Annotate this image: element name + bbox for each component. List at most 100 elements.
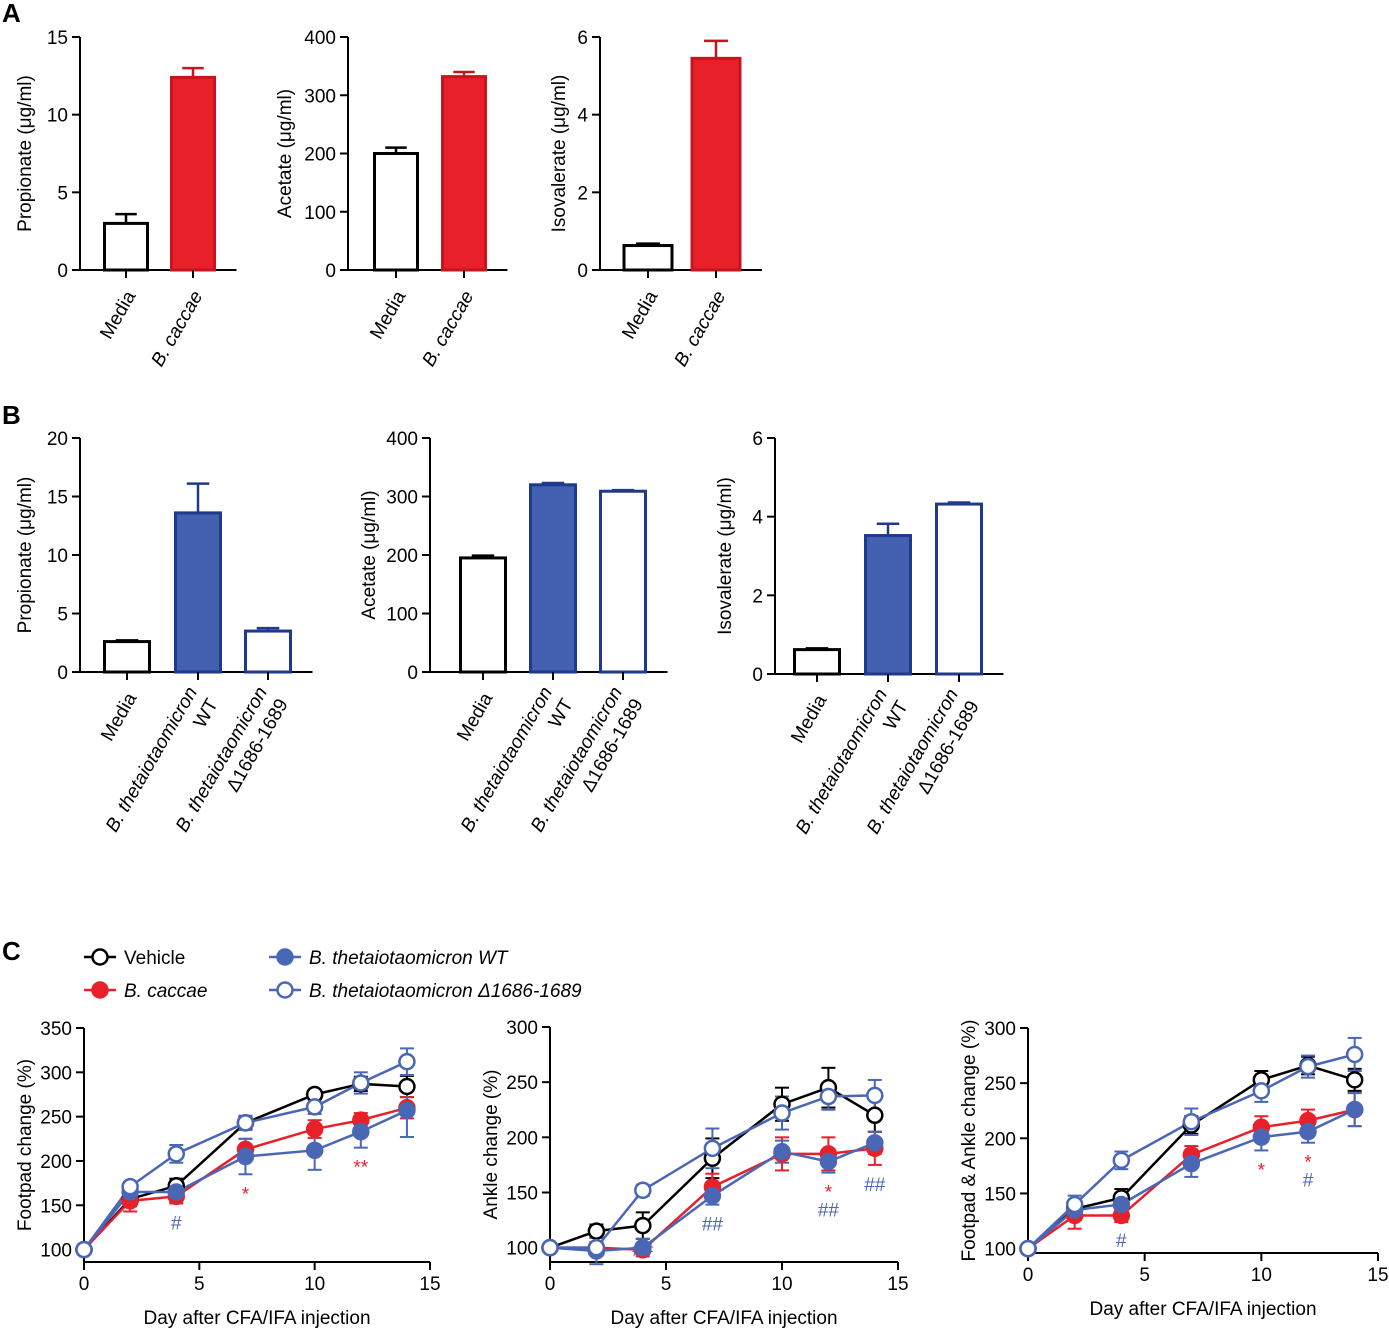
y-tick-label: 2 xyxy=(752,586,763,607)
marker xyxy=(167,1183,186,1201)
x-tick-label: 0 xyxy=(79,1274,90,1295)
y-tick-label: 4 xyxy=(752,508,763,529)
y-axis-label: Acetate (μg/ml) xyxy=(359,490,380,619)
x-tick-label: 0 xyxy=(1023,1265,1034,1286)
x-tick-label: B. caccae xyxy=(418,288,478,371)
x-tick-label: 15 xyxy=(887,1274,908,1295)
y-axis-label: Propionate (μg/ml) xyxy=(15,75,36,232)
marker xyxy=(1065,1195,1084,1214)
y-tick-label: 300 xyxy=(386,488,418,509)
y-tick-label: 0 xyxy=(57,261,68,282)
marker xyxy=(1112,1195,1131,1214)
y-tick-label: 0 xyxy=(752,665,763,686)
marker xyxy=(1252,1128,1271,1146)
annotation: # xyxy=(1116,1231,1127,1252)
y-tick-label: 10 xyxy=(47,106,68,127)
y-tick-label: 100 xyxy=(40,1241,72,1262)
y-tick-label: 6 xyxy=(577,28,588,49)
x-tick-label-line: Media xyxy=(453,689,497,745)
y-tick-label: 6 xyxy=(752,429,763,450)
marker xyxy=(1345,1071,1364,1089)
marker xyxy=(1112,1151,1131,1170)
marker xyxy=(703,1187,722,1205)
marker xyxy=(634,1181,652,1200)
marker xyxy=(398,1077,416,1096)
marker xyxy=(1252,1082,1271,1100)
y-axis-label: Ankle change (%) xyxy=(481,1070,502,1220)
marker xyxy=(634,1216,652,1235)
x-tick-label: Media xyxy=(618,287,662,343)
x-tick-label: 10 xyxy=(771,1274,792,1295)
annotation: * xyxy=(1258,1160,1266,1181)
x-tick-label-line: Media xyxy=(618,287,662,343)
y-tick-label: 300 xyxy=(506,1018,538,1039)
bar xyxy=(690,56,742,272)
annotation: ## xyxy=(818,1201,840,1222)
marker xyxy=(587,1238,606,1257)
marker xyxy=(819,1152,838,1171)
y-tick-label: 150 xyxy=(984,1184,1016,1205)
y-tick-label: 0 xyxy=(407,663,418,684)
marker xyxy=(352,1122,370,1141)
marker xyxy=(866,1086,884,1105)
x-tick-label: 15 xyxy=(419,1274,440,1295)
y-tick-label: 300 xyxy=(304,86,336,107)
y-tick-label: 10 xyxy=(47,546,68,567)
legend-marker xyxy=(276,981,294,999)
y-tick-label: 2 xyxy=(577,183,588,204)
bar xyxy=(864,534,912,676)
marker xyxy=(773,1104,791,1122)
legend-label: B. caccae xyxy=(124,981,207,1002)
x-tick-label-line: Media xyxy=(97,689,141,745)
marker xyxy=(541,1238,559,1257)
y-tick-label: 200 xyxy=(40,1152,72,1173)
x-axis-label: Day after CFA/IFA injection xyxy=(1089,1299,1316,1320)
marker xyxy=(1182,1154,1201,1173)
legend-label: B. thetaiotaomicron Δ1686-1689 xyxy=(309,981,582,1002)
x-tick-label: 10 xyxy=(304,1274,325,1295)
marker xyxy=(1182,1113,1201,1131)
marker xyxy=(1019,1239,1037,1258)
marker xyxy=(819,1087,838,1106)
y-tick-label: 300 xyxy=(984,1019,1016,1040)
bar xyxy=(244,629,292,674)
marker xyxy=(236,1114,255,1132)
marker xyxy=(398,1101,416,1120)
x-axis-label: Day after CFA/IFA injection xyxy=(143,1308,370,1329)
marker xyxy=(587,1222,606,1240)
bar xyxy=(373,152,419,272)
y-tick-label: 5 xyxy=(57,183,68,204)
marker xyxy=(305,1098,324,1116)
marker xyxy=(866,1106,884,1125)
marker xyxy=(352,1074,370,1092)
y-axis-label: Propionate (μg/ml) xyxy=(15,477,36,634)
annotation: * xyxy=(242,1184,250,1205)
y-tick-label: 100 xyxy=(386,605,418,626)
y-tick-label: 100 xyxy=(984,1240,1016,1261)
annotation: ## xyxy=(702,1215,724,1236)
x-tick-label: Media xyxy=(96,287,140,343)
marker xyxy=(75,1240,93,1259)
marker xyxy=(305,1141,324,1160)
bar xyxy=(935,502,983,676)
y-tick-label: 300 xyxy=(40,1063,72,1084)
annotation: ## xyxy=(632,1240,654,1261)
y-tick-label: 400 xyxy=(386,429,418,450)
x-tick-label-line: B. caccae xyxy=(147,288,207,371)
y-tick-label: 150 xyxy=(40,1196,72,1217)
annotation: ## xyxy=(864,1175,886,1196)
annotation: * xyxy=(1304,1153,1312,1174)
bar xyxy=(459,556,507,674)
y-axis-label: Isovalerate (μg/ml) xyxy=(715,477,736,635)
bar xyxy=(441,75,487,272)
y-tick-label: 200 xyxy=(386,546,418,567)
y-axis-label: Footpad & Ankle change (%) xyxy=(959,1020,980,1262)
marker xyxy=(1345,1045,1364,1064)
x-tick-label: 0 xyxy=(545,1274,556,1295)
x-tick-label: 5 xyxy=(194,1274,205,1295)
annotation: # xyxy=(171,1214,182,1235)
y-tick-label: 200 xyxy=(506,1128,538,1149)
panel-letter: B xyxy=(2,400,21,430)
marker xyxy=(398,1052,416,1071)
y-tick-label: 0 xyxy=(325,261,336,282)
